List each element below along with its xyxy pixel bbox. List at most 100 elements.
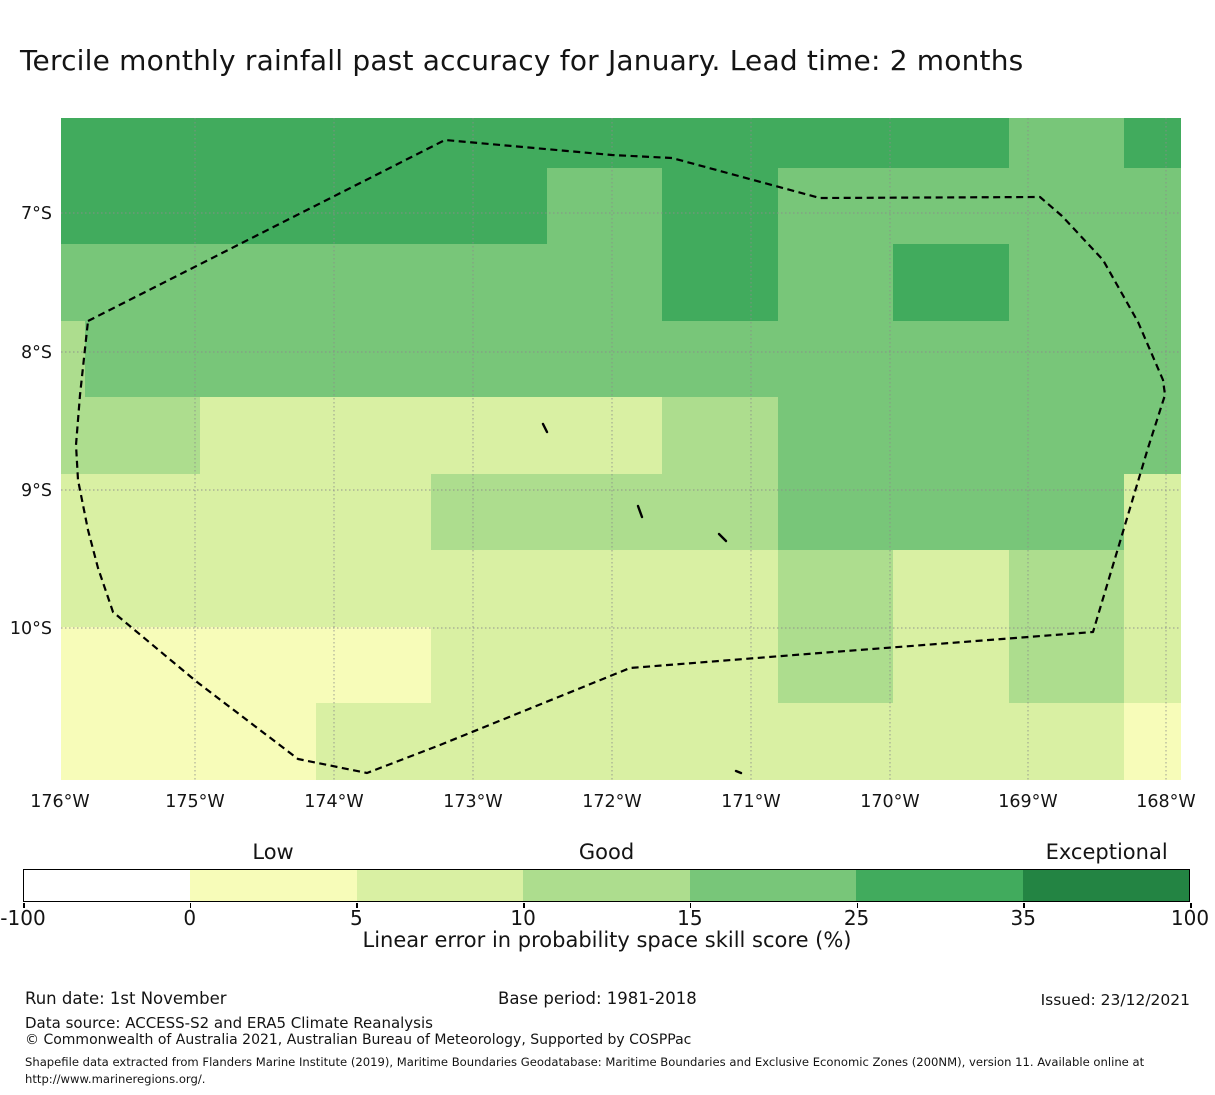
map-cell	[893, 321, 1009, 397]
x-tick-label: 176°W	[30, 792, 89, 812]
map-cell	[1124, 244, 1181, 321]
map-cell	[778, 397, 893, 474]
y-tick-label: 7°S	[21, 204, 52, 224]
map-cell	[200, 550, 316, 627]
graticule-gridlines	[61, 118, 1181, 780]
map-cell	[547, 550, 662, 627]
map-cell	[893, 474, 1009, 550]
map-cell	[1009, 397, 1124, 474]
map-cell	[61, 397, 85, 474]
colorbar	[23, 869, 1190, 902]
colorbar-tickmark	[23, 903, 25, 908]
colorbar-tick-label: 35	[1010, 906, 1037, 930]
colorbar-tick-label: 100	[1170, 906, 1210, 930]
map-cell	[200, 703, 316, 780]
map-cell	[1124, 474, 1181, 550]
map-cell	[85, 321, 200, 397]
map-cell	[1009, 168, 1124, 244]
map-cell	[547, 397, 662, 474]
map-cell	[1009, 244, 1124, 321]
map-cell	[893, 627, 1009, 703]
map-cell	[85, 627, 200, 703]
map-cell	[431, 397, 547, 474]
map-cell	[200, 118, 316, 168]
map-cell	[547, 244, 662, 321]
colorbar-tick-label: 10	[510, 906, 536, 930]
map-cell	[431, 703, 547, 780]
map-cell	[1124, 118, 1181, 168]
x-tick-label: 171°W	[721, 792, 780, 812]
map-cell	[431, 118, 547, 168]
map-cell	[431, 168, 547, 244]
map-cell	[61, 474, 85, 550]
map-cell	[431, 474, 547, 550]
y-tick-label: 9°S	[21, 481, 52, 501]
map-cell	[1124, 627, 1181, 703]
eez-dashed-boundary	[74, 138, 1167, 775]
map-cell	[316, 244, 431, 321]
x-tick-label: 173°W	[443, 792, 502, 812]
map-cell	[61, 627, 85, 703]
map-cell	[200, 321, 316, 397]
map-cell	[85, 168, 200, 244]
heatmap-cells	[61, 118, 1181, 780]
map-cell	[778, 244, 893, 321]
map-cell	[1124, 321, 1181, 397]
map-cell	[893, 550, 1009, 627]
map-cell	[778, 168, 893, 244]
map-cell	[1124, 703, 1181, 780]
map-cell	[316, 627, 431, 703]
island-marks	[541, 422, 743, 775]
map-cell	[778, 703, 893, 780]
colorbar-segment	[689, 870, 857, 901]
map-cell	[61, 244, 85, 321]
issued-date-text: Issued: 23/12/2021	[1040, 991, 1190, 1009]
colorbar-tick-label: 15	[677, 906, 703, 930]
colorbar-tick-label: 5	[350, 906, 363, 930]
colorbar-segment	[356, 870, 524, 901]
colorbar-tickmark	[189, 903, 192, 908]
map-cell	[85, 703, 200, 780]
map-cell	[778, 474, 893, 550]
map-cell	[547, 627, 662, 703]
map-cell	[662, 244, 778, 321]
colorbar-tickmark	[1190, 903, 1192, 908]
map-cell	[778, 550, 893, 627]
colorbar-tick-label: 25	[843, 906, 870, 930]
colorbar-tickmark	[856, 903, 859, 908]
x-tick-label: 170°W	[860, 792, 919, 812]
map-cell	[316, 703, 431, 780]
base-period-text: Base period: 1981-2018	[498, 989, 697, 1008]
map-cell	[547, 703, 662, 780]
map-cell	[778, 321, 893, 397]
x-tick-label: 168°W	[1136, 792, 1195, 812]
map-cell	[431, 550, 547, 627]
x-tick-label: 169°W	[998, 792, 1057, 812]
run-date-text: Run date: 1st November	[25, 989, 227, 1008]
map-cell	[547, 168, 662, 244]
colorbar-category-label: Good	[578, 840, 635, 864]
map-cell	[1124, 168, 1181, 244]
y-tick-label: 8°S	[21, 343, 52, 363]
colorbar-tickmark	[1023, 903, 1025, 908]
map-cell	[316, 168, 431, 244]
map-cell	[1009, 118, 1124, 168]
colorbar-segment	[24, 870, 191, 901]
colorbar-tickmark	[356, 903, 358, 908]
map-cell	[431, 321, 547, 397]
map-cell	[1009, 321, 1124, 397]
latitude-tick-labels: 7°S 8°S 9°S 10°S	[10, 204, 52, 639]
chart-title: Tercile monthly rainfall past accuracy f…	[20, 44, 1024, 77]
map-cell	[431, 627, 547, 703]
shapefile-note-line2: http://www.marineregions.org/.	[25, 1072, 206, 1087]
map-cell	[893, 397, 1009, 474]
map-cell	[85, 397, 200, 474]
map-cell	[893, 244, 1009, 321]
map-cell	[61, 118, 85, 168]
map-cell	[662, 550, 778, 627]
colorbar-category-label: Low	[252, 840, 294, 864]
map-cell	[1009, 474, 1124, 550]
map-cell	[893, 118, 1009, 168]
map-cell	[85, 550, 200, 627]
